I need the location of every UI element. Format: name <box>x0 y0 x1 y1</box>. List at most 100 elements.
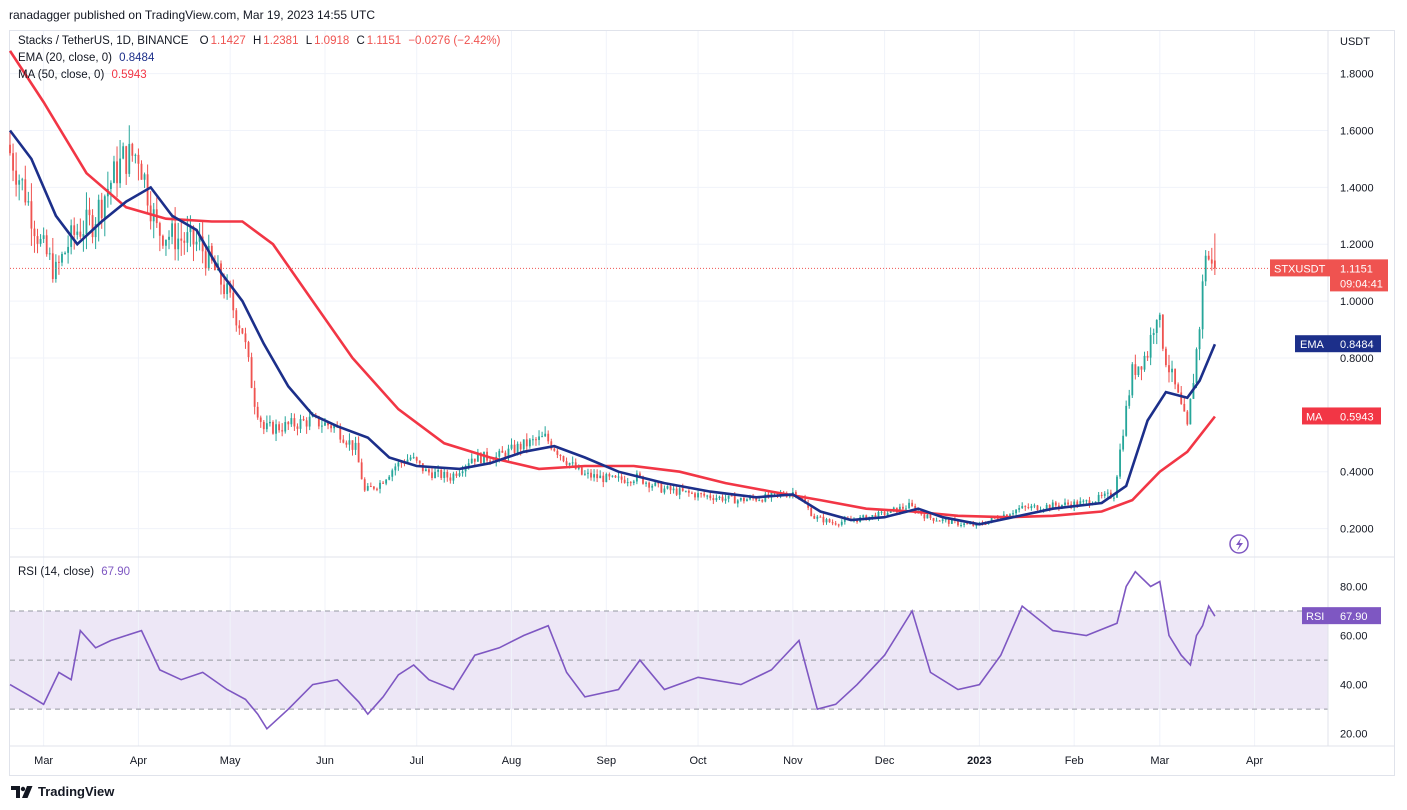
rsi-tag-value: 67.90 <box>1340 611 1368 623</box>
candle-body <box>198 236 201 242</box>
candle-body <box>666 486 669 489</box>
candle-body <box>140 163 143 180</box>
candle-body <box>1119 449 1121 477</box>
candle-body <box>134 154 137 156</box>
candle-body <box>244 333 247 343</box>
candle-body <box>629 482 632 484</box>
candle-body <box>1048 504 1051 509</box>
candle-body <box>180 238 183 241</box>
price-tick-label: 1.0000 <box>1340 296 1374 308</box>
candle-body <box>935 520 938 522</box>
lightning-icon[interactable] <box>1229 534 1249 554</box>
candle-body <box>354 442 357 450</box>
candle-body <box>480 453 482 464</box>
candle-body <box>1161 314 1164 349</box>
candle-body <box>1168 365 1170 373</box>
candle-body <box>580 467 583 475</box>
month-tick-label: Feb <box>1065 755 1084 767</box>
candle-body <box>226 283 229 295</box>
candle-body <box>452 473 455 481</box>
price-tag-countdown: 09:04:41 <box>1340 278 1383 290</box>
candle-body <box>397 462 400 467</box>
candle-body <box>64 252 66 254</box>
candle-body <box>972 523 975 526</box>
candle-body <box>541 436 544 438</box>
candle-body <box>177 238 180 250</box>
ohlc-close-label: C <box>356 35 365 47</box>
candle-body <box>94 224 97 238</box>
candle-body <box>669 486 672 491</box>
candle-body <box>446 471 449 478</box>
candle-body <box>862 515 865 518</box>
candle-body <box>837 524 840 526</box>
ohlc-change: −0.0276 (−2.42%) <box>408 35 501 47</box>
candle-body <box>1076 501 1079 506</box>
candle-body <box>583 473 586 475</box>
candle-body <box>489 460 492 462</box>
candle-body <box>79 231 82 237</box>
candle-body <box>308 416 311 427</box>
candle-body <box>327 422 329 426</box>
candle-body <box>348 440 351 445</box>
candle-body <box>30 201 33 229</box>
candle-body <box>522 439 525 450</box>
candle-body <box>614 475 617 478</box>
candle-body <box>1207 255 1210 260</box>
candle-body <box>131 143 134 156</box>
candle-body <box>550 441 553 449</box>
candle-body <box>1021 506 1024 509</box>
candle-body <box>822 516 825 523</box>
candle-body <box>1201 281 1204 330</box>
rsi-tick-label: 20.00 <box>1340 729 1368 741</box>
ma-tag-label: MA <box>1306 411 1323 423</box>
candle-body <box>351 440 354 450</box>
candle-body <box>1143 355 1146 370</box>
candle-body <box>721 496 724 501</box>
candle-body <box>369 486 372 488</box>
candle-body <box>681 488 684 491</box>
candle-body <box>97 199 100 225</box>
ma-tag-value: 0.5943 <box>1340 411 1374 423</box>
candle-body <box>880 511 883 513</box>
candle-body <box>1100 494 1103 496</box>
candle-body <box>1009 514 1011 517</box>
candle-body <box>596 474 599 479</box>
rsi-tick-label: 60.00 <box>1340 631 1368 643</box>
rsi-tag-label: RSI <box>1306 611 1324 623</box>
candle-body <box>620 476 623 480</box>
candle-body <box>645 482 647 484</box>
candle-body <box>739 497 742 501</box>
candle-body <box>476 453 479 462</box>
candle-body <box>61 253 63 263</box>
tradingview-logo[interactable]: TradingView <box>11 784 114 799</box>
candle-body <box>571 462 574 464</box>
candle-body <box>510 444 513 449</box>
candle-body <box>357 442 360 463</box>
candle-body <box>137 154 140 164</box>
candle-body <box>1158 314 1161 320</box>
candle-body <box>700 493 703 495</box>
candle-body <box>1103 493 1106 496</box>
candle-body <box>67 246 70 253</box>
candle-body <box>9 144 11 154</box>
candle-body <box>1054 502 1057 506</box>
candle-body <box>247 342 250 358</box>
candle-body <box>73 225 76 235</box>
candle-body <box>727 495 730 499</box>
candle-body <box>877 511 880 519</box>
rsi-tick-label: 80.00 <box>1340 581 1368 593</box>
candle-body <box>651 485 654 488</box>
candle-body <box>174 223 177 250</box>
candle-body <box>262 421 265 430</box>
candle-body <box>544 433 547 437</box>
candle-body <box>1140 366 1143 370</box>
candle-body <box>342 439 345 443</box>
candle-body <box>672 488 675 491</box>
month-tick-label: Apr <box>1246 755 1263 767</box>
candle-body <box>843 518 846 522</box>
candle-body <box>42 235 45 239</box>
candle-body <box>171 223 173 237</box>
price-tick-label: 1.8000 <box>1340 69 1374 81</box>
candle-body <box>1088 500 1091 505</box>
